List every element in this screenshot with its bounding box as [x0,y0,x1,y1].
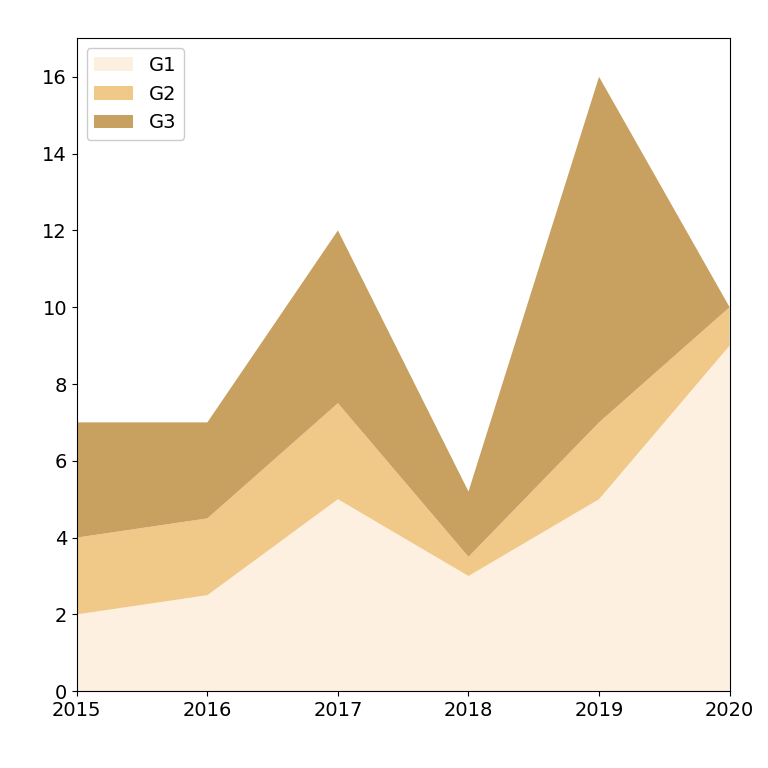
Legend: G1, G2, G3: G1, G2, G3 [87,48,184,140]
